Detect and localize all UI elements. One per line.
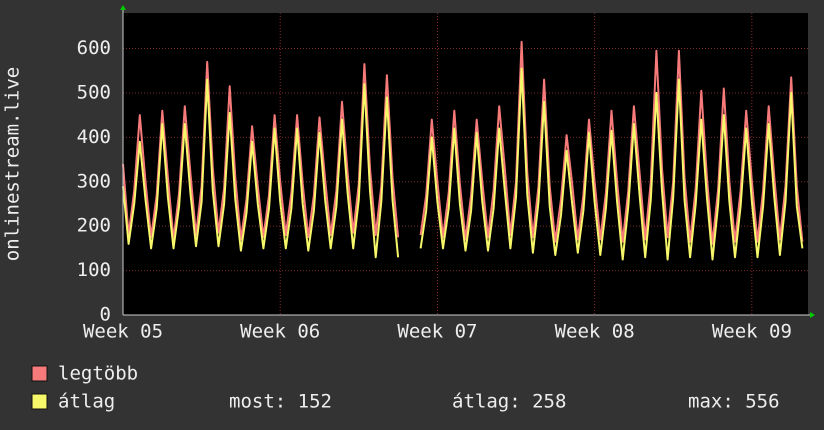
- y-tick-label: 200: [77, 215, 111, 237]
- y-axis-label: onlinestream.live: [2, 67, 24, 261]
- series-line: [122, 67, 804, 261]
- y-tick-label: 0: [100, 304, 111, 326]
- x-tick-label: Week 05: [83, 321, 163, 343]
- legend-label: legtöbb: [58, 363, 138, 385]
- legend-label: átlag: [58, 391, 115, 413]
- y-tick-label: 600: [77, 37, 111, 59]
- x-tick-label: Week 07: [397, 321, 477, 343]
- axis-arrow: [810, 312, 815, 318]
- legend-swatch: [31, 393, 48, 410]
- plot-area: [123, 13, 808, 315]
- y-tick-label: 500: [77, 81, 111, 103]
- x-tick-label: Week 09: [712, 321, 792, 343]
- x-tick-label: Week 06: [240, 321, 320, 343]
- y-tick-label: 300: [77, 170, 111, 192]
- legend-stat: átlag: 258: [452, 391, 566, 413]
- series-line: [122, 40, 804, 245]
- y-tick-label: 400: [77, 126, 111, 148]
- y-tick-label: 100: [77, 259, 111, 281]
- x-tick-label: Week 08: [555, 321, 635, 343]
- legend-stat: max: 556: [688, 391, 780, 413]
- axis-arrow: [120, 5, 126, 10]
- legend-swatch: [31, 365, 48, 382]
- legend-stat: most: 152: [229, 391, 332, 413]
